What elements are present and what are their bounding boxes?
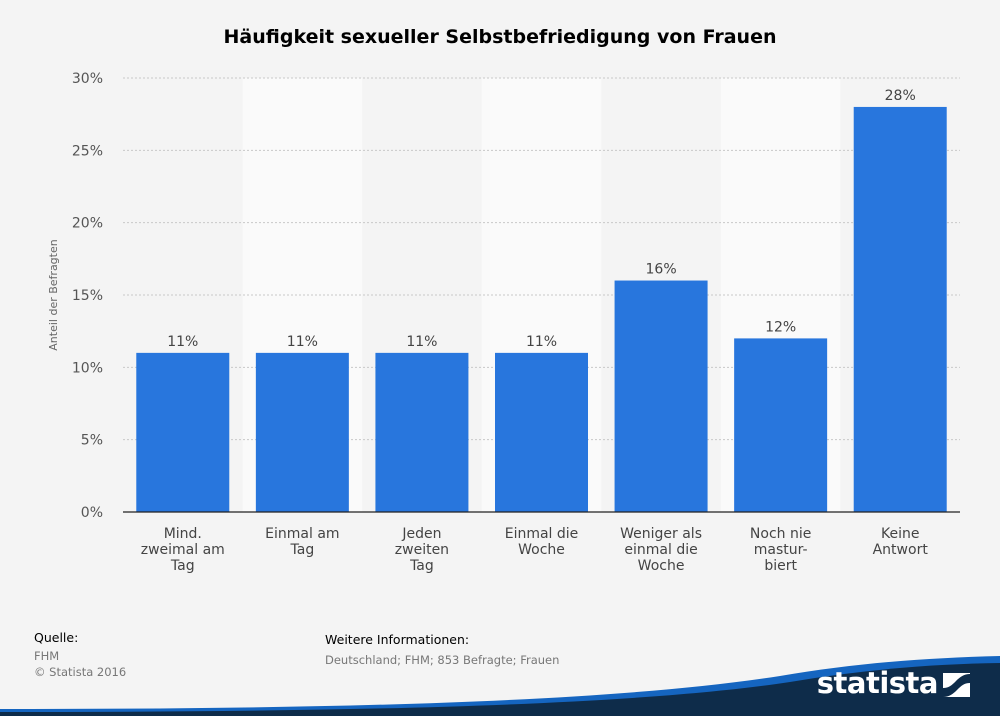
logo-text: statista <box>816 666 939 700</box>
data-label: 11% <box>406 334 437 350</box>
x-tick-label: Woche <box>518 542 565 558</box>
source-name: FHM <box>34 649 60 663</box>
x-tick-label: einmal die <box>624 542 697 558</box>
y-tick-label: 5% <box>81 433 103 449</box>
x-tick-label: Tag <box>170 558 195 574</box>
info-block: Weitere Informationen: Deutschland; FHM;… <box>325 632 559 668</box>
x-tick-label: mastur- <box>754 542 808 558</box>
x-tick-label: Noch nie <box>750 526 811 542</box>
x-tick-label: Jeden <box>401 526 441 542</box>
info-text: Deutschland; FHM; 853 Befragte; Frauen <box>325 653 560 667</box>
data-label: 28% <box>885 88 916 104</box>
chart-title: Häufigkeit sexueller Selbstbefriedigung … <box>223 26 777 48</box>
x-tick-label: Antwort <box>873 542 929 558</box>
data-label: 16% <box>646 262 677 278</box>
x-tick-label: Mind. <box>164 526 202 542</box>
x-tick-label: Einmal am <box>265 526 339 542</box>
x-tick-label: Einmal die <box>505 526 579 542</box>
y-tick-label: 30% <box>72 71 103 87</box>
copyright-text: © Statista 2016 <box>34 665 127 679</box>
bar <box>734 338 828 512</box>
y-tick-label: 25% <box>72 143 103 159</box>
statista-logo[interactable]: statista <box>0 636 1000 716</box>
y-axis-label: Anteil der Befragten <box>47 239 60 350</box>
x-tick-label: Keine <box>881 526 919 542</box>
bar-chart: 0% 5% 10% 15% 20% 25% 30% Anteil der Befragten 1… <box>47 71 960 574</box>
bar <box>495 352 588 512</box>
x-tick-label: Weniger als <box>620 526 702 542</box>
x-tick-label: biert <box>764 558 797 574</box>
statista-logo-icon <box>943 673 970 697</box>
bar <box>375 352 469 512</box>
x-tick-label: zweiten <box>395 542 449 558</box>
y-tick-label: 15% <box>72 288 103 304</box>
source-block: Quelle: FHM © Statista 2016 <box>34 630 126 680</box>
info-heading: Weitere Informationen: <box>325 632 470 647</box>
y-tick-label: 10% <box>72 360 103 376</box>
data-label: 11% <box>167 334 198 350</box>
x-tick-label: Woche <box>638 558 685 574</box>
data-label: 11% <box>526 334 557 350</box>
y-tick-label: 20% <box>72 216 103 232</box>
bar <box>255 352 349 512</box>
data-label: 12% <box>765 319 796 335</box>
x-tick-label: Tag <box>409 558 434 574</box>
logo-swoosh <box>0 656 1000 716</box>
source-heading: Quelle: <box>34 630 79 645</box>
x-tick-label: Tag <box>290 542 315 558</box>
bar <box>853 106 947 512</box>
y-tick-label: 0% <box>81 505 103 521</box>
bar <box>136 352 230 512</box>
x-tick-label: zweimal am <box>141 542 225 558</box>
bar <box>614 280 708 512</box>
data-label: 11% <box>287 334 318 350</box>
